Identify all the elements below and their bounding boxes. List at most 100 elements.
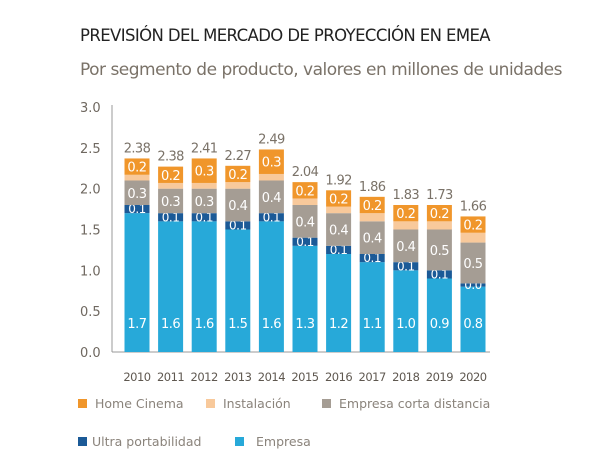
- legend-swatch: [78, 437, 87, 446]
- legend-label: Home Cinema: [95, 396, 184, 411]
- bar-segment: [258, 213, 284, 222]
- bar-segment: [258, 221, 284, 352]
- chart-title: PREVISIÓN DEL MERCADO DE PROYECCIÓN EN E…: [80, 26, 491, 45]
- data-label: 1.3: [295, 317, 314, 332]
- bar-segment: [158, 213, 184, 222]
- total-label: 1.86: [359, 180, 386, 195]
- data-label: 0.2: [228, 168, 247, 183]
- data-label: 0.1: [128, 202, 146, 216]
- data-label: 0.2: [396, 207, 415, 222]
- bar-segment: [426, 205, 452, 222]
- bar-segment: [158, 221, 184, 352]
- y-tick-label: 2.0: [80, 183, 101, 198]
- bar-segment: [258, 149, 284, 174]
- bar-segment: [124, 180, 150, 205]
- legend-instalacion: Instalación: [206, 396, 291, 411]
- data-label: 0.1: [162, 210, 180, 224]
- data-label: 0.1: [330, 243, 348, 257]
- bar-segment: [225, 165, 251, 183]
- legend-label: Empresa: [256, 434, 311, 449]
- x-tick-label: 2017: [359, 370, 386, 384]
- bar-segment: [191, 182, 217, 189]
- x-tick-label: 2019: [426, 370, 453, 384]
- data-label: 1.6: [161, 317, 180, 332]
- y-tick-label: 1.0: [80, 264, 101, 279]
- data-label: 0.4: [329, 224, 348, 239]
- bar-segment: [393, 270, 419, 352]
- bar-segment: [124, 158, 150, 175]
- y-tick-label: 0.5: [80, 305, 101, 320]
- bar-segment: [292, 182, 318, 199]
- data-label: 1.7: [127, 317, 146, 332]
- data-label: 0.4: [262, 191, 281, 206]
- data-label: 0.9: [430, 317, 449, 332]
- bar-segment: [326, 254, 352, 352]
- x-tick-label: 2012: [191, 370, 218, 384]
- data-label: 0.2: [295, 184, 314, 199]
- total-label: 2.41: [191, 141, 218, 156]
- data-label: 0.1: [229, 218, 247, 232]
- data-label: 0.3: [262, 156, 281, 171]
- y-tick-label: 0.0: [80, 346, 101, 361]
- bar-segment: [292, 245, 318, 352]
- data-label: 0.1: [296, 235, 314, 249]
- bar-segment: [426, 229, 452, 271]
- total-label: 1.66: [460, 199, 487, 214]
- data-label: 0.1: [363, 251, 381, 265]
- data-label: 1.6: [262, 317, 281, 332]
- x-tick-label: 2016: [325, 370, 352, 384]
- bar-segment: [191, 158, 217, 183]
- legend-label: Instalación: [223, 396, 291, 411]
- total-label: 2.27: [225, 149, 252, 164]
- bar-segment: [426, 270, 452, 279]
- data-label: 0.5: [463, 257, 482, 272]
- bar-segment: [124, 213, 150, 352]
- bar-segment: [326, 206, 352, 214]
- bar-segment: [191, 213, 217, 222]
- bar-segment: [460, 286, 486, 352]
- bar-segment: [393, 221, 419, 230]
- bar-segment: [158, 188, 184, 214]
- bar-segment: [191, 188, 217, 214]
- bar-segment: [292, 237, 318, 246]
- bar-segment: [292, 198, 318, 205]
- bar-segment: [225, 229, 251, 352]
- x-tick-label: 2011: [157, 370, 184, 384]
- legend-swatch: [206, 399, 215, 408]
- bar-segment: [292, 205, 318, 238]
- bar-segment: [158, 166, 184, 183]
- bar-segment: [258, 180, 284, 214]
- bar-segment: [460, 232, 486, 243]
- bar-segment: [460, 283, 486, 287]
- data-label: 1.0: [396, 317, 415, 332]
- data-label: 0.2: [329, 192, 348, 207]
- legend-ultra-portabilidad: Ultra portabilidad: [78, 434, 201, 449]
- bar-segment: [359, 254, 385, 263]
- bar-segment: [393, 205, 419, 222]
- legend-swatch: [78, 399, 87, 408]
- bar-segment: [359, 213, 385, 222]
- bar-segment: [426, 221, 452, 230]
- data-label: 0.3: [195, 165, 214, 180]
- legend-swatch: [322, 399, 331, 408]
- data-label: 0.5: [430, 244, 449, 259]
- y-tick-label: 2.5: [80, 142, 101, 157]
- total-label: 1.73: [426, 188, 453, 203]
- legend-label: Empresa corta distancia: [339, 396, 491, 411]
- data-label: 0.1: [195, 210, 213, 224]
- data-label: 0.2: [161, 169, 180, 184]
- bar-segment: [460, 216, 486, 233]
- legend-empresa-corta-distancia: Empresa corta distancia: [322, 396, 490, 411]
- data-label: 0.4: [363, 232, 382, 247]
- bar-segment: [359, 262, 385, 352]
- bar-segment: [225, 182, 251, 189]
- bar-segment: [225, 188, 251, 222]
- data-label: 1.2: [329, 317, 348, 332]
- data-label: 0.1: [431, 267, 449, 281]
- data-label: 0.4: [228, 199, 247, 214]
- legend-home-cinema: Home Cinema: [78, 396, 184, 411]
- x-tick-label: 2018: [392, 370, 419, 384]
- bar-segment: [326, 245, 352, 254]
- data-label: 0.3: [161, 195, 180, 210]
- bar-segment: [393, 262, 419, 271]
